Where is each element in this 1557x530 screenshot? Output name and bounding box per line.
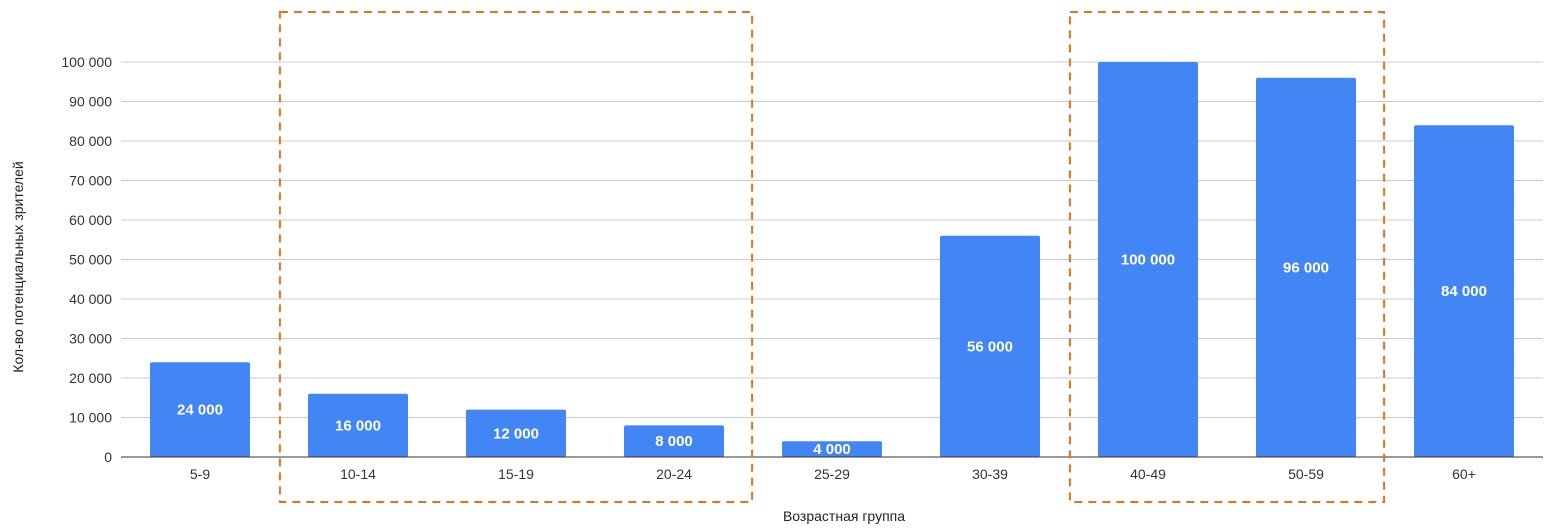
bar-data-label: 96 000 bbox=[1283, 259, 1329, 276]
bar-30-39 bbox=[940, 235, 1040, 457]
bar-5-9 bbox=[150, 362, 250, 457]
bar-data-label: 84 000 bbox=[1441, 283, 1487, 300]
highlight-box-2 bbox=[1068, 11, 1386, 503]
y-tick-label: 90 000 bbox=[69, 94, 112, 110]
bar-data-label: 8 000 bbox=[655, 433, 693, 450]
x-tick-label: 30-39 bbox=[972, 466, 1008, 482]
bar-50-59 bbox=[1256, 77, 1356, 458]
y-tick-label: 0 bbox=[104, 449, 112, 465]
bar-15-19 bbox=[466, 409, 566, 457]
x-tick-label: 15-19 bbox=[498, 466, 534, 482]
grid-lines bbox=[121, 61, 1543, 418]
bar-data-label: 100 000 bbox=[1121, 252, 1175, 269]
bar-data-label: 12 000 bbox=[493, 425, 539, 442]
x-tick-label: 10-14 bbox=[340, 466, 376, 482]
y-tick-label: 70 000 bbox=[69, 173, 112, 189]
bar-data-label: 56 000 bbox=[967, 338, 1013, 355]
y-tick-label: 60 000 bbox=[69, 212, 112, 228]
x-tick-label: 50-59 bbox=[1288, 466, 1324, 482]
x-tick-label: 25-29 bbox=[814, 466, 850, 482]
x-tick-label: 60+ bbox=[1452, 466, 1476, 482]
bar-data-label: 16 000 bbox=[335, 417, 381, 434]
y-tick-label: 80 000 bbox=[69, 133, 112, 149]
bar-40-49 bbox=[1098, 62, 1198, 457]
y-tick-label: 100 000 bbox=[61, 54, 112, 70]
x-tick-label: 40-49 bbox=[1130, 466, 1166, 482]
y-tick-label: 50 000 bbox=[69, 252, 112, 268]
bar-25-29 bbox=[782, 441, 882, 457]
bar-data-label: 4 000 bbox=[813, 441, 851, 458]
bar-10-14 bbox=[308, 393, 408, 457]
x-axis-title: Возрастная группа bbox=[783, 508, 905, 524]
y-tick-label: 40 000 bbox=[69, 291, 112, 307]
bar-60+ bbox=[1414, 125, 1514, 457]
y-tick-label: 20 000 bbox=[69, 370, 112, 386]
y-axis-title: Кол-во потенциальных зрителей bbox=[10, 161, 26, 372]
bar-20-24 bbox=[624, 425, 724, 457]
y-tick-label: 30 000 bbox=[69, 331, 112, 347]
highlight-boxes bbox=[278, 11, 1386, 503]
x-tick-label: 20-24 bbox=[656, 466, 692, 482]
bars: 24 000 16 000 12 000 8 000 4 000 56 000 100 00… bbox=[150, 62, 1514, 458]
x-axis-ticks: 5-9 10-14 15-19 20-24 25-29 30-39 40-49 50-59 60… bbox=[190, 466, 1476, 482]
x-tick-label: 5-9 bbox=[190, 466, 210, 482]
y-tick-label: 10 000 bbox=[69, 410, 112, 426]
bar-data-label: 24 000 bbox=[177, 402, 223, 419]
highlight-box-1 bbox=[278, 11, 754, 503]
y-axis-ticks: 0 10 000 20 000 30 000 40 000 50 000 60 000 70 … bbox=[61, 54, 112, 465]
